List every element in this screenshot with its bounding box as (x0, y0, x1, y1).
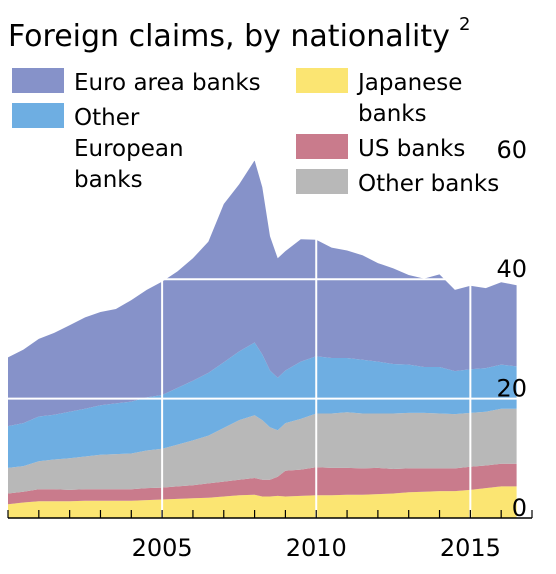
legend-label: Other banks (358, 171, 499, 197)
legend-item-euro-area-banks: Euro area banks (12, 68, 261, 96)
y-tick-label: 60 (496, 136, 527, 164)
legend-swatch (296, 68, 348, 93)
legend-item-other-european-banks: Other European banks (12, 103, 184, 193)
legend-label: Other European banks (74, 105, 184, 193)
y-tick-label: 40 (496, 255, 527, 283)
area-us-banks (8, 463, 517, 505)
area-euro-area-banks (8, 160, 517, 427)
legend-item-other-banks: Other banks (296, 169, 499, 197)
area-other-european-banks (8, 342, 517, 468)
x-tick-label: 2015 (440, 534, 501, 562)
legend-item-us-banks: US banks (296, 134, 465, 162)
chart-title-group: Foreign claims, by nationality 2 (8, 14, 470, 54)
x-axis: 2005 2010 2015 (7, 510, 533, 562)
legend-swatch (296, 134, 348, 159)
area-other-banks (8, 408, 517, 494)
chart-title: Foreign claims, by nationality (8, 19, 450, 54)
legend-swatch (296, 169, 348, 194)
area-japanese-banks (8, 486, 517, 518)
legend-label: US banks (358, 136, 465, 162)
y-tick-label: 0 (512, 494, 527, 522)
chart-title-superscript: 2 (459, 14, 470, 35)
y-tick-label: 20 (496, 375, 527, 403)
y-axis: 0 20 40 60 (496, 136, 527, 522)
legend-swatch (12, 103, 64, 128)
legend: Euro area banks Other European banks Japanes… (12, 68, 499, 197)
legend-item-japanese-banks: Japanese banks (296, 68, 462, 127)
legend-label: Euro area banks (74, 70, 261, 96)
area-series-group (8, 160, 517, 518)
legend-label: Japanese banks (356, 70, 462, 127)
legend-swatch (12, 68, 64, 93)
x-tick-label: 2010 (286, 534, 347, 562)
x-tick-label: 2005 (132, 534, 193, 562)
